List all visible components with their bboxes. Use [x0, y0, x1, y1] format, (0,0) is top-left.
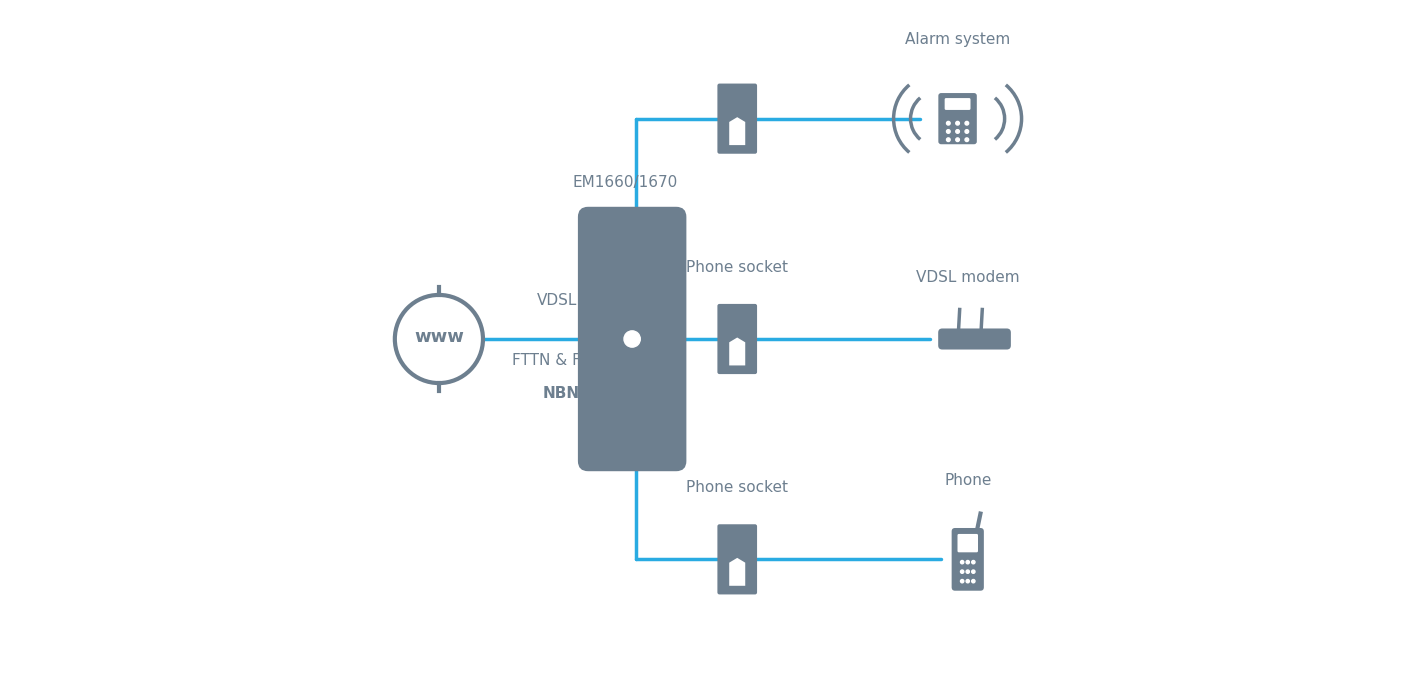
- Polygon shape: [729, 558, 745, 586]
- Text: Phone: Phone: [945, 473, 992, 488]
- Text: www: www: [414, 327, 464, 346]
- Text: Alarm system: Alarm system: [905, 33, 1010, 47]
- Circle shape: [956, 138, 959, 142]
- Text: Phone socket: Phone socket: [686, 480, 788, 495]
- Circle shape: [960, 570, 963, 574]
- FancyBboxPatch shape: [718, 304, 758, 374]
- FancyBboxPatch shape: [578, 207, 686, 471]
- Text: FTTN & FTTB: FTTN & FTTB: [512, 353, 609, 367]
- Circle shape: [972, 561, 975, 564]
- Circle shape: [946, 129, 950, 134]
- Circle shape: [972, 580, 975, 583]
- Text: NBN: NBN: [542, 386, 579, 401]
- Circle shape: [956, 121, 959, 125]
- Circle shape: [972, 570, 975, 574]
- Circle shape: [946, 121, 950, 125]
- Circle shape: [966, 580, 969, 583]
- Text: VDSL: VDSL: [538, 294, 578, 308]
- FancyBboxPatch shape: [952, 528, 983, 591]
- Circle shape: [965, 129, 969, 134]
- Text: VDSL modem: VDSL modem: [916, 270, 1019, 285]
- FancyBboxPatch shape: [945, 98, 970, 110]
- Circle shape: [966, 570, 969, 574]
- Text: EM1660/1670: EM1660/1670: [572, 175, 678, 190]
- Text: Phone socket: Phone socket: [686, 260, 788, 275]
- FancyBboxPatch shape: [939, 93, 977, 144]
- FancyBboxPatch shape: [718, 83, 758, 154]
- Polygon shape: [729, 338, 745, 365]
- Circle shape: [966, 561, 969, 564]
- Circle shape: [965, 121, 969, 125]
- Circle shape: [624, 331, 641, 347]
- Circle shape: [960, 561, 963, 564]
- Circle shape: [960, 580, 963, 583]
- FancyBboxPatch shape: [718, 524, 758, 595]
- FancyBboxPatch shape: [958, 534, 977, 553]
- Circle shape: [956, 129, 959, 134]
- Circle shape: [946, 138, 950, 142]
- FancyBboxPatch shape: [938, 328, 1010, 350]
- Circle shape: [965, 138, 969, 142]
- Polygon shape: [729, 117, 745, 145]
